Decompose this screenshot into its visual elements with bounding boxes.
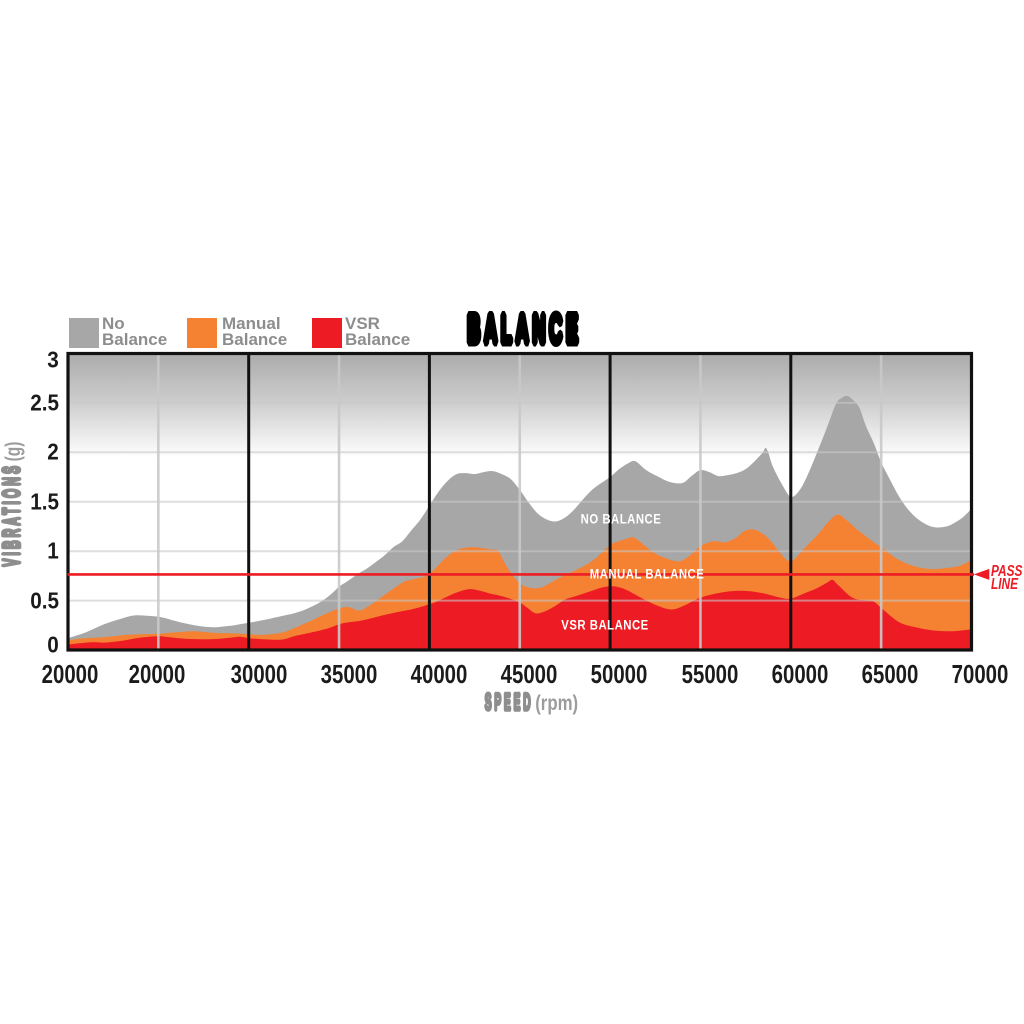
svg-text:SPEED: SPEED [485, 688, 534, 715]
svg-text:(rpm): (rpm) [535, 693, 578, 716]
svg-text:(g): (g) [1, 442, 25, 462]
svg-text:VIBRATIONS: VIBRATIONS [0, 463, 26, 567]
svg-text:BALANCE: BALANCE [467, 306, 581, 351]
